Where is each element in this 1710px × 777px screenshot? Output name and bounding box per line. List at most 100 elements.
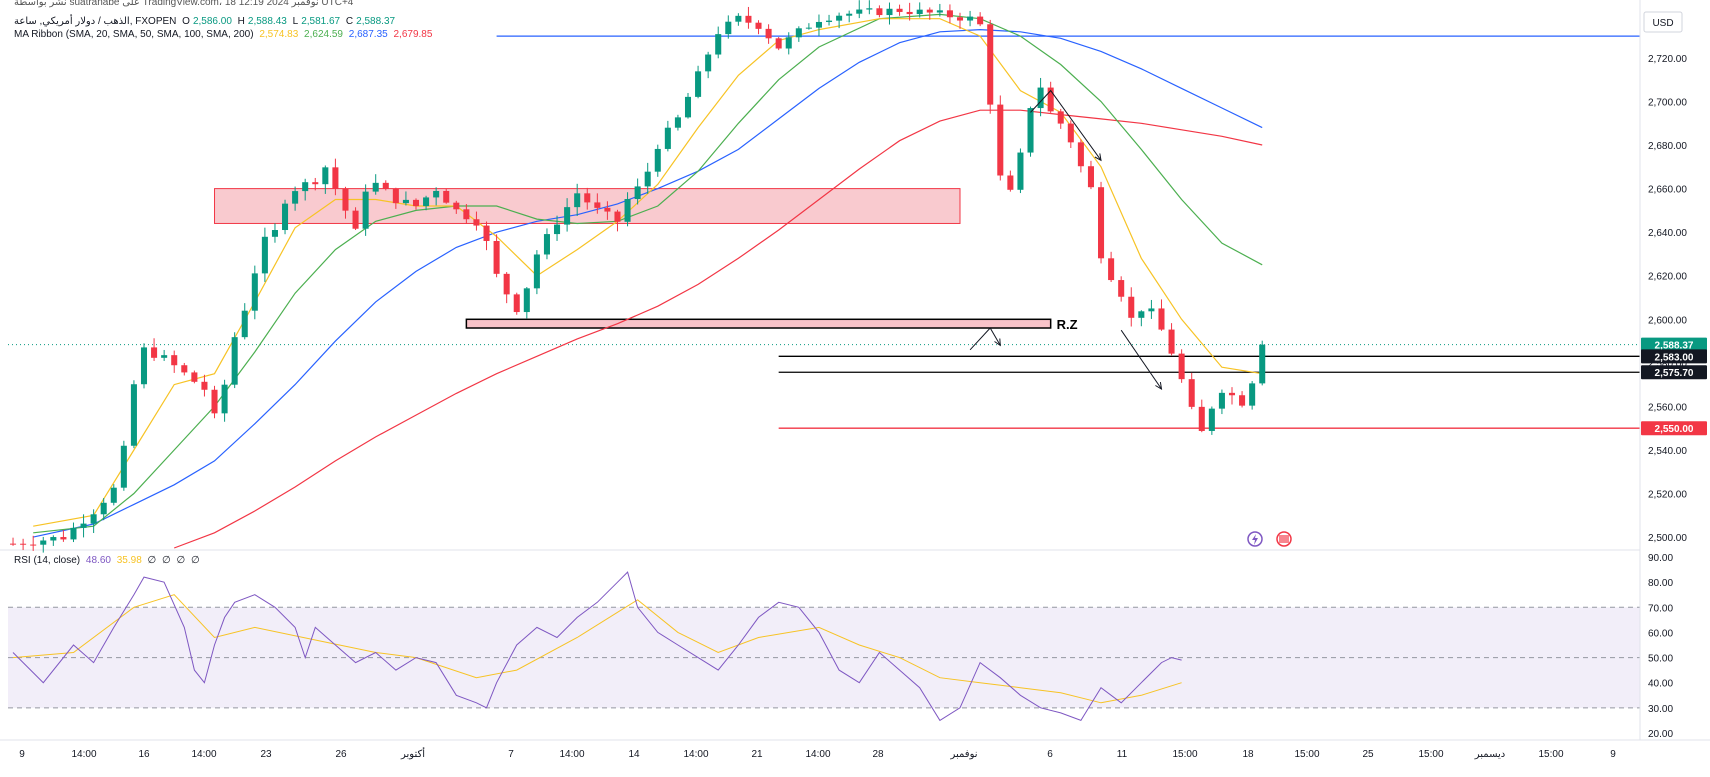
time-tick-label: 28 [872,749,884,760]
candle [1259,340,1266,386]
candle-body [735,15,742,22]
candle-body [765,28,772,39]
candle [1168,323,1175,356]
candle-body [1198,406,1205,431]
rsi-empty-4: ∅ [191,555,200,566]
candle [836,12,843,29]
sma50-line [33,13,1263,534]
candle-body [151,347,158,358]
candle [805,23,812,30]
candle-body [191,372,198,382]
candle-body [1027,108,1034,153]
level-2583-tag [1641,349,1707,364]
time-tick-label: 23 [260,749,272,760]
candle-body [110,487,117,503]
candle [795,26,802,42]
candle-body [815,21,822,28]
price-tick-label: 2,660.00 [1648,185,1687,196]
ma-value-20: 2,574.83 [259,29,299,40]
candle [987,19,994,114]
candle-body [322,167,329,185]
price-tick-label: 2,500.00 [1648,533,1687,544]
price-tick-label: 2,620.00 [1648,272,1687,283]
candle-body [1158,308,1165,330]
candle-body [80,523,87,528]
candle-body [392,188,399,204]
ohlc-low-label: L [292,16,299,27]
rsi-empty-1: ∅ [147,555,157,566]
candle-body [161,355,168,358]
rsi-tick-label: 80.00 [1648,578,1673,589]
candle-body [483,225,490,241]
rsi-tick-label: 60.00 [1648,628,1673,639]
candle [221,379,228,422]
candle-body [1249,383,1256,406]
candle [755,20,762,35]
candle [715,26,722,59]
candle [241,303,248,340]
candle [916,2,923,18]
candle [70,522,77,543]
candle [634,178,641,205]
bounce-arrow [969,327,1001,351]
candle-body [372,182,379,192]
candle [130,380,137,449]
candle-body [715,34,722,55]
candle [493,234,500,278]
candle [10,537,17,546]
candle-body [846,13,853,16]
candle-body [745,15,752,23]
time-tick-label: أكتوبر [400,747,425,760]
candle-body [1118,280,1125,297]
candle-body [1239,395,1246,406]
price-tick-label: 2,520.00 [1648,490,1687,501]
candle [815,14,822,37]
candle [382,180,389,191]
candle [151,338,158,361]
candle-body [936,10,943,13]
candle-body [674,117,681,128]
candle-body [554,224,561,235]
time-tick-label: 18 [1242,749,1254,760]
candle-body [634,186,641,200]
candle-body [181,365,188,373]
candle-body [493,240,500,274]
ma-ribbon-label: MA Ribbon (SMA, 20, SMA, 50, SMA, 100, S… [14,29,254,40]
time-tick-label: 11 [1117,749,1128,760]
rsi-tick-label: 50.00 [1648,654,1673,665]
candle-body [876,8,883,16]
candle-body [564,207,571,225]
ohlc-open: 2,586.00 [192,16,232,27]
level-2575-tag-label: 2,575.70 [1655,368,1694,379]
candle-body [292,191,299,204]
time-tick-label: 26 [335,749,347,760]
candle [946,4,953,24]
candle-body [1168,329,1175,354]
candle-body [1259,344,1266,384]
candle-body [977,16,984,25]
candle-body [60,537,67,540]
candle-body [795,28,802,38]
candle [282,199,289,235]
candle-body [1017,152,1024,190]
candle [624,192,631,227]
candle-body [211,389,218,414]
candle-body [664,127,671,149]
candle-body [624,199,631,222]
last-price-tag-label: 2,588.37 [1655,341,1694,352]
rsi-empty-2: ∅ [162,555,171,566]
candle-body [604,207,611,212]
candle [392,187,399,209]
candle-body [886,8,893,16]
candle-body [926,9,933,13]
candle [906,2,913,21]
ohlc-high-label: H [237,16,245,27]
candle-body [725,21,732,35]
candle [473,211,480,231]
candle [201,374,208,397]
candle [725,15,732,39]
candle-body [171,355,178,366]
time-tick-label: نوفمبر [949,749,977,760]
